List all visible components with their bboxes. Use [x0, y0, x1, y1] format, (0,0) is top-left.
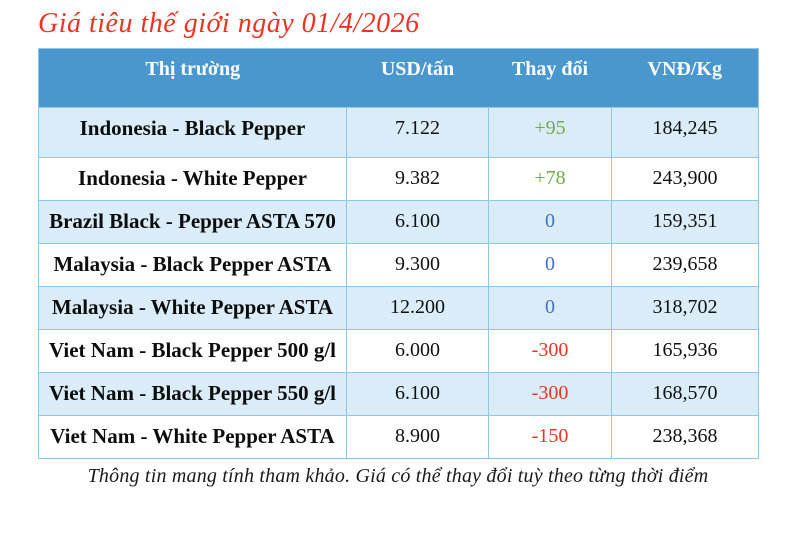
table-row: Viet Nam - White Pepper ASTA 8.900 -150 … — [38, 415, 759, 459]
market-cell: Viet Nam - Black Pepper 500 g/l — [38, 329, 347, 373]
header-row: Thị trường USD/tấn Thay đổi VNĐ/Kg — [38, 48, 759, 108]
table-row: Viet Nam - Black Pepper 550 g/l 6.100 -3… — [38, 372, 759, 416]
usd-price-cell: 6.100 — [346, 372, 489, 416]
change-cell: 0 — [488, 200, 612, 244]
change-cell: -300 — [488, 329, 612, 373]
vnd-price-cell: 159,351 — [611, 200, 759, 244]
vnd-price-cell: 318,702 — [611, 286, 759, 330]
table-row: Malaysia - Black Pepper ASTA 9.300 0 239… — [38, 243, 759, 287]
market-cell: Indonesia - Black Pepper — [38, 107, 347, 158]
market-cell: Indonesia - White Pepper — [38, 157, 347, 201]
usd-price-cell: 9.300 — [346, 243, 489, 287]
header-market: Thị trường — [38, 48, 347, 108]
change-cell: -150 — [488, 415, 612, 459]
change-cell: -300 — [488, 372, 612, 416]
vnd-price-cell: 239,658 — [611, 243, 759, 287]
market-cell: Brazil Black - Pepper ASTA 570 — [38, 200, 347, 244]
table-row: Viet Nam - Black Pepper 500 g/l 6.000 -3… — [38, 329, 759, 373]
usd-price-cell: 8.900 — [346, 415, 489, 459]
vnd-price-cell: 165,936 — [611, 329, 759, 373]
change-cell: +78 — [488, 157, 612, 201]
market-cell: Viet Nam - White Pepper ASTA — [38, 415, 347, 459]
table-row: Indonesia - Black Pepper 7.122 +95 184,2… — [38, 107, 759, 158]
table-header: Thị trường USD/tấn Thay đổi VNĐ/Kg — [38, 48, 759, 108]
header-change: Thay đổi — [488, 48, 612, 108]
market-cell: Malaysia - White Pepper ASTA — [38, 286, 347, 330]
change-cell: 0 — [488, 286, 612, 330]
vnd-price-cell: 184,245 — [611, 107, 759, 158]
vnd-price-cell: 243,900 — [611, 157, 759, 201]
usd-price-cell: 12.200 — [346, 286, 489, 330]
usd-price-cell: 7.122 — [346, 107, 489, 158]
pepper-price-table: Thị trường USD/tấn Thay đổi VNĐ/Kg Indon… — [38, 48, 759, 459]
usd-price-cell: 9.382 — [346, 157, 489, 201]
page-title: Giá tiêu thế giới ngày 01/4/2026 — [38, 8, 420, 39]
table-body: Indonesia - Black Pepper 7.122 +95 184,2… — [38, 107, 759, 459]
table-row: Malaysia - White Pepper ASTA 12.200 0 31… — [38, 286, 759, 330]
table-row: Brazil Black - Pepper ASTA 570 6.100 0 1… — [38, 200, 759, 244]
market-cell: Viet Nam - Black Pepper 550 g/l — [38, 372, 347, 416]
header-usd: USD/tấn — [346, 48, 489, 108]
change-cell: 0 — [488, 243, 612, 287]
vnd-price-cell: 168,570 — [611, 372, 759, 416]
vnd-price-cell: 238,368 — [611, 415, 759, 459]
footer-disclaimer: Thông tin mang tính tham khảo. Giá có th… — [87, 465, 709, 487]
header-vnd: VNĐ/Kg — [611, 48, 759, 108]
usd-price-cell: 6.000 — [346, 329, 489, 373]
market-cell: Malaysia - Black Pepper ASTA — [38, 243, 347, 287]
table-row: Indonesia - White Pepper 9.382 +78 243,9… — [38, 157, 759, 201]
usd-price-cell: 6.100 — [346, 200, 489, 244]
change-cell: +95 — [488, 107, 612, 158]
